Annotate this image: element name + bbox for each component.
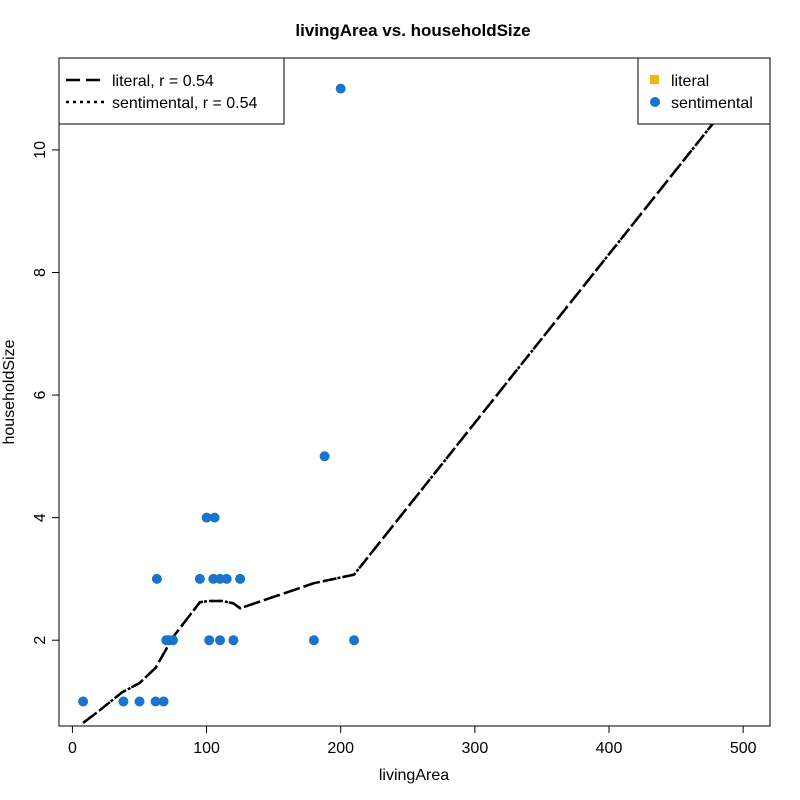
line-legend: literal, r = 0.54 sentimental, r = 0.54 (58, 57, 285, 125)
data-point (204, 635, 215, 646)
y-axis-title: householdSize (1, 339, 18, 444)
data-point (319, 451, 330, 462)
data-point (151, 573, 162, 584)
data-point (228, 635, 239, 646)
data-point (134, 696, 145, 707)
data-point (158, 696, 169, 707)
legend-label-literal-line: literal, r = 0.54 (112, 73, 214, 90)
data-point (349, 635, 360, 646)
x-tick-label: 100 (193, 740, 220, 757)
legend-label-literal: literal (671, 73, 709, 90)
trend-lines (82, 118, 718, 724)
data-point (194, 573, 205, 584)
data-point (150, 696, 161, 707)
data-point (168, 635, 178, 646)
data-point (209, 512, 220, 523)
y-tick-label: 2 (32, 636, 49, 645)
x-tick-label: 300 (462, 740, 489, 757)
trend-line-literal (82, 118, 718, 724)
data-point (335, 83, 346, 94)
x-tick-label: 400 (596, 740, 623, 757)
data-points (78, 83, 360, 707)
x-tick-label: 0 (68, 740, 77, 757)
point-legend: literal sentimental (637, 57, 771, 125)
line-legend-box (58, 57, 285, 125)
x-tick-label: 200 (327, 740, 354, 757)
plot-frame (58, 57, 771, 727)
trend-line-sentimental (82, 118, 718, 724)
x-axis-title: livingArea (379, 767, 449, 784)
data-point (221, 573, 232, 584)
x-axis: 0 100 200 300 400 500 (68, 725, 757, 757)
data-point (308, 635, 319, 646)
data-point (118, 696, 129, 707)
point-legend-box (637, 57, 771, 125)
y-tick-label: 6 (32, 391, 49, 400)
y-tick-label: 10 (32, 141, 49, 159)
legend-label-sentimental: sentimental (671, 95, 753, 112)
data-point (215, 635, 225, 646)
legend-marker-literal (650, 75, 659, 84)
x-tick-label: 500 (730, 740, 757, 757)
data-point (201, 512, 212, 523)
legend-marker-sentimental (650, 97, 660, 107)
legend-label-sentimental-line: sentimental, r = 0.54 (112, 95, 258, 112)
y-axis: 2 4 6 8 10 (32, 141, 60, 645)
chart-title: livingArea vs. householdSize (295, 21, 530, 40)
y-tick-label: 4 (32, 513, 49, 522)
y-tick-label: 8 (32, 268, 49, 277)
data-point (78, 696, 89, 707)
data-point (235, 573, 246, 584)
